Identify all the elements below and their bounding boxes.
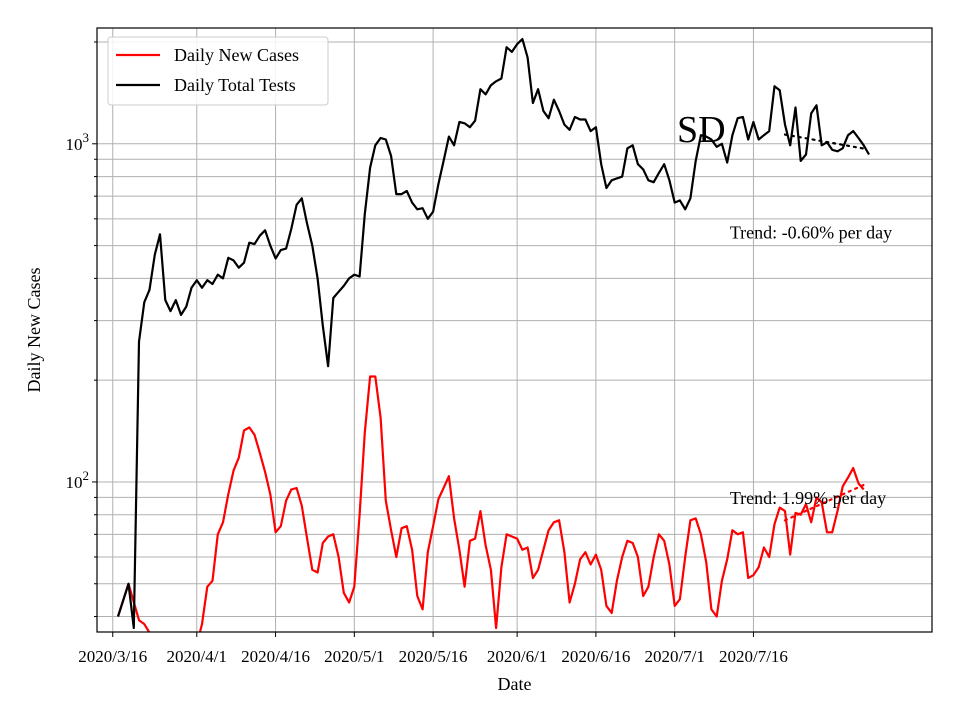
legend-label-tests: Daily Total Tests <box>174 75 296 95</box>
series-line-daily-new-cases <box>116 375 865 632</box>
x-tick-label: 2020/5/1 <box>324 647 384 666</box>
grid-lines <box>97 28 932 632</box>
trend-line-cases <box>783 483 865 522</box>
y-axis-label: Daily New Cases <box>24 268 44 393</box>
x-tick-label: 2020/6/16 <box>561 647 630 666</box>
legend-box <box>107 36 329 106</box>
trend-annotation-tests: Trend: -0.60% per day <box>730 222 892 242</box>
x-tick-label: 2020/4/16 <box>241 647 310 666</box>
y-tick-label: 103 <box>66 130 90 154</box>
trend-line-tests <box>783 133 865 150</box>
x-tick-label: 2020/5/16 <box>399 647 468 666</box>
axis-ticks <box>92 41 754 637</box>
trend-annotation-cases: Trend: 1.99% per day <box>730 488 886 508</box>
y-tick-labels: 102 103 <box>66 130 90 492</box>
trend-lines <box>783 133 865 522</box>
x-tick-label: 2020/6/1 <box>487 647 547 666</box>
series-line-daily-total-tests <box>116 37 870 630</box>
x-axis-label: Date <box>498 674 532 694</box>
plot-frame <box>96 27 933 633</box>
y-tick-label: 102 <box>66 468 90 492</box>
x-tick-label: 2020/7/16 <box>719 647 788 666</box>
legend: Daily New Cases Daily Total Tests <box>107 36 329 106</box>
x-tick-label: 2020/4/1 <box>167 647 227 666</box>
x-tick-labels: 2020/3/16 2020/4/1 2020/4/16 2020/5/1 2020/5… <box>78 647 788 666</box>
x-tick-label: 2020/3/16 <box>78 647 147 666</box>
series-lines <box>116 37 870 632</box>
x-tick-label: 2020/7/1 <box>644 647 704 666</box>
state-label: SD <box>677 109 726 151</box>
legend-label-cases: Daily New Cases <box>174 45 299 65</box>
